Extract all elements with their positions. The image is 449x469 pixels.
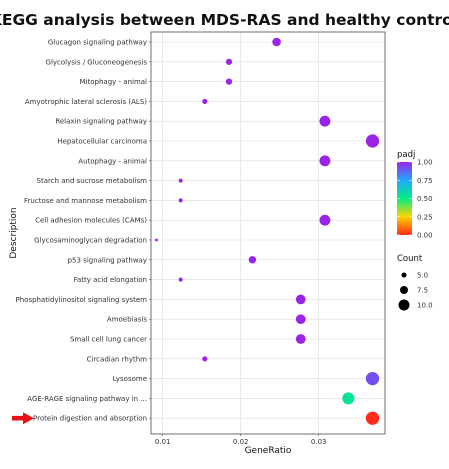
count-legend-dot [401, 272, 407, 278]
count-legend-dot [399, 285, 409, 295]
data-point [225, 78, 233, 85]
x-tick-label: 0.02 [233, 438, 249, 446]
data-point [365, 411, 380, 425]
data-point [319, 155, 331, 167]
y-tick-label: p53 signaling pathway [68, 256, 147, 264]
chart-title: KEGG analysis between MDS-RAS and health… [0, 11, 449, 29]
y-tick-label: Fructose and mannose metabolism [24, 197, 147, 205]
arrow-marker [12, 412, 34, 425]
y-tick-label: Mitophagy - animal [80, 78, 148, 86]
data-point [295, 334, 306, 344]
data-point [248, 256, 257, 264]
y-tick-label: Amoebiasis [107, 316, 147, 324]
y-tick-label: AGE-RAGE signaling pathway in ... [27, 395, 147, 403]
data-point [155, 238, 158, 242]
y-tick-label: Autophagy - animal [78, 157, 147, 165]
data-point [178, 277, 183, 282]
padj-legend-label: 1.00 [417, 159, 433, 167]
data-point [202, 356, 208, 362]
x-axis-title: GeneRatio [245, 446, 292, 456]
y-tick-label: Relaxin signaling pathway [55, 118, 147, 126]
data-point [202, 98, 208, 104]
data-point [319, 115, 331, 127]
data-point [178, 178, 183, 183]
y-tick-label: Glycosaminoglycan degradation [34, 237, 147, 245]
padj-legend-label: 0.75 [417, 177, 433, 185]
data-point [178, 198, 183, 203]
panel-border [150, 31, 386, 435]
y-tick-label: Glycolysis / Gluconeogenesis [46, 58, 148, 66]
legend-padj: padj 1.00 0.75 0.50 0.25 0.00 [397, 150, 433, 240]
y-tick-label: Hepatocellular carcinoma [57, 138, 147, 146]
x-tick-label: 0.01 [155, 438, 171, 446]
padj-legend-label: 0.25 [417, 213, 433, 221]
legend-count-title: Count [397, 254, 423, 264]
count-legend-label: 7.5 [417, 287, 428, 295]
x-tick-labels: 0.01 0.02 0.03 [155, 434, 327, 446]
grid [151, 32, 385, 434]
y-tick-label: Starch and sucrose metabolism [37, 177, 148, 185]
data-points [155, 37, 380, 425]
y-axis-title: Description [9, 207, 19, 258]
y-tick-label: Circadian rhythm [87, 355, 148, 363]
y-tick-labels: Glucagon signaling pathway Glycolysis / G… [16, 39, 151, 423]
count-legend-label: 5.0 [417, 272, 428, 280]
data-point [365, 134, 380, 148]
y-tick-label: Fatty acid elongation [74, 276, 147, 284]
red-arrow-icon [12, 412, 34, 425]
y-tick-label: Amyotrophic lateral sclerosis (ALS) [25, 98, 147, 106]
y-tick-label: Phosphatidylinositol signaling system [16, 296, 148, 304]
data-point [319, 214, 331, 226]
padj-legend-label: 0.50 [417, 195, 433, 203]
y-tick-label: Lysosome [113, 375, 147, 383]
data-point [295, 314, 306, 325]
legend-count: Count 5.0 7.5 10.0 [397, 254, 433, 311]
y-tick-label: Small cell lung cancer [70, 336, 147, 344]
data-point [342, 392, 355, 405]
x-tick-label: 0.03 [311, 438, 327, 446]
count-legend-label: 10.0 [417, 302, 433, 310]
data-point [225, 58, 233, 65]
legend-padj-title: padj [397, 150, 415, 160]
padj-legend-label: 0.00 [417, 232, 433, 240]
y-tick-label: Cell adhesion molecules (CAMs) [35, 217, 147, 225]
padj-colorbar [397, 162, 412, 235]
data-point [272, 37, 281, 47]
y-tick-label: Protein digestion and absorption [33, 415, 147, 423]
y-tick-label: Glucagon signaling pathway [48, 39, 147, 47]
data-point [295, 294, 306, 305]
count-legend-dot [398, 299, 410, 311]
data-point [365, 371, 380, 386]
